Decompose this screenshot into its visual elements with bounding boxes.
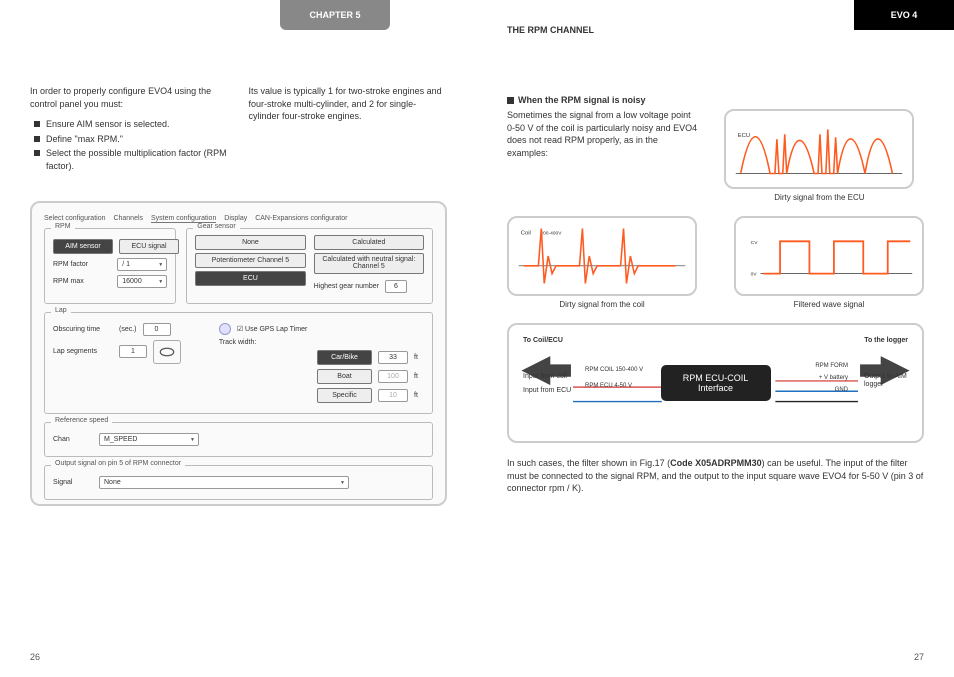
obscuring-input[interactable]: 0 xyxy=(143,323,171,336)
tab-system-config[interactable]: System configuration xyxy=(151,215,216,223)
tab-channels[interactable]: Channels xyxy=(113,215,143,222)
ecu-waveform: ECU xyxy=(724,109,914,189)
rpm-legend: RPM xyxy=(51,223,75,230)
svg-text:Coil: Coil xyxy=(521,230,531,236)
segments-input[interactable]: 1 xyxy=(119,345,147,358)
rpm-ecu-label: RPM ECU 4-50 V xyxy=(585,383,632,389)
specific-val[interactable]: 10 xyxy=(378,389,408,402)
coil-caption: Dirty signal from the coil xyxy=(559,300,644,309)
signal-dropdown[interactable]: None xyxy=(99,476,349,489)
carbike-unit: ft xyxy=(414,354,424,361)
rpm-factor-dropdown[interactable]: / 1 xyxy=(117,258,167,271)
input-coil-label: Input from coil xyxy=(523,373,567,380)
intro-text: In order to properly configure EVO4 usin… xyxy=(30,85,229,110)
coil-waveform: Coil 200-400V xyxy=(507,216,697,296)
out-legend: Output signal on pin 5 of RPM connector xyxy=(51,460,185,467)
chapter-tab: CHAPTER 5 xyxy=(280,0,390,30)
svg-text:ECU: ECU xyxy=(738,133,750,139)
config-bullets: Ensure AIM sensor is selected. Define "m… xyxy=(34,118,229,172)
boat-val[interactable]: 100 xyxy=(378,370,408,383)
bullet-1: Ensure AIM sensor is selected. xyxy=(34,118,229,131)
right-page: THE RPM CHANNEL EVO 4 When the RPM signa… xyxy=(477,0,954,677)
specific-unit: ft xyxy=(414,392,424,399)
page-number-left: 26 xyxy=(30,652,40,662)
to-coil-label: To Coil/ECU xyxy=(523,337,563,344)
use-gps-checkbox[interactable]: ☑ Use GPS Lap Timer xyxy=(237,325,307,333)
gear-calculated-button[interactable]: Calculated xyxy=(314,235,424,250)
interface-diagram: To Coil/ECU To the logger Input from coi… xyxy=(507,323,924,443)
gear-calc-neutral-button[interactable]: Calculated with neutral signal: Channel … xyxy=(314,253,424,274)
track-width-label: Track width: xyxy=(219,339,424,346)
carbike-button[interactable]: Car/Bike xyxy=(317,350,372,365)
vbatt-label: + V battery xyxy=(819,375,848,381)
rpm-max-label: RPM max xyxy=(53,278,111,285)
gnd-label: GND xyxy=(835,387,848,393)
ref-legend: Reference speed xyxy=(51,417,112,424)
config-panel: Select configuration Channels System con… xyxy=(30,201,447,506)
noisy-heading: When the RPM signal is noisy xyxy=(507,95,924,105)
rpm-channel-title: THE RPM CHANNEL xyxy=(507,25,594,35)
aim-sensor-button[interactable]: AIM sensor xyxy=(53,239,113,254)
highest-gear-input[interactable]: 6 xyxy=(385,280,407,293)
filtered-caption: Filtered wave signal xyxy=(794,300,865,309)
closing-text: In such cases, the filter shown in Fig.1… xyxy=(507,457,924,495)
specific-button[interactable]: Specific xyxy=(317,388,372,403)
rpm-max-dropdown[interactable]: 16000 xyxy=(117,275,167,288)
col2-text: Its value is typically 1 for two-stroke … xyxy=(249,85,448,123)
input-ecu-label: Input from ECU xyxy=(523,387,571,394)
gear-ecu-button[interactable]: ECU xyxy=(195,271,305,286)
svg-text:200-400V: 200-400V xyxy=(540,230,562,236)
gear-pot-button[interactable]: Potentiometer Channel 5 xyxy=(195,253,305,269)
gear-none-button[interactable]: None xyxy=(195,235,305,250)
obscuring-unit: (sec.) xyxy=(119,326,137,333)
interface-box: RPM ECU-COIL Interface xyxy=(661,365,771,401)
svg-text:CV: CV xyxy=(751,240,759,246)
rpm-form-label: RPM FORM xyxy=(815,363,848,369)
tab-can-exp[interactable]: CAN-Expansions configurator xyxy=(255,215,347,222)
tab-display[interactable]: Display xyxy=(224,215,247,222)
track-icon xyxy=(153,340,181,364)
chan-label: Chan xyxy=(53,436,93,443)
rpm-coil-label: RPM COIL 150-400 V xyxy=(585,367,643,373)
square-bullet-icon xyxy=(507,97,514,104)
rpm-factor-label: RPM factor xyxy=(53,261,111,268)
segments-label: Lap segments xyxy=(53,348,113,355)
lap-legend: Lap xyxy=(51,307,71,314)
page-number-right: 27 xyxy=(914,652,924,662)
gps-icon xyxy=(219,323,231,335)
boat-button[interactable]: Boat xyxy=(317,369,372,384)
highest-gear-label: Highest gear number xyxy=(314,283,379,290)
tab-select-config[interactable]: Select configuration xyxy=(44,215,105,222)
svg-text:0V: 0V xyxy=(751,272,758,278)
carbike-val[interactable]: 33 xyxy=(378,351,408,364)
output-to-label: Output to AIM logger xyxy=(864,373,908,388)
gear-legend: Gear sensor xyxy=(193,223,240,230)
chan-dropdown[interactable]: M_SPEED xyxy=(99,433,199,446)
bullet-3: Select the possible multiplication facto… xyxy=(34,147,229,172)
boat-unit: ft xyxy=(414,373,424,380)
filtered-waveform: CV 0V xyxy=(734,216,924,296)
obscuring-label: Obscuring time xyxy=(53,326,113,333)
noisy-para: Sometimes the signal from a low voltage … xyxy=(507,109,699,159)
ecu-signal-button[interactable]: ECU signal xyxy=(119,239,179,254)
signal-label: Signal xyxy=(53,479,93,486)
panel-tabs: Select configuration Channels System con… xyxy=(44,215,433,222)
to-logger-label: To the logger xyxy=(864,337,908,344)
evo-tab: EVO 4 xyxy=(854,0,954,30)
ecu-caption: Dirty signal from the ECU xyxy=(774,193,864,202)
bullet-2: Define "max RPM." xyxy=(34,133,229,146)
left-page: CHAPTER 5 In order to properly configure… xyxy=(0,0,477,677)
